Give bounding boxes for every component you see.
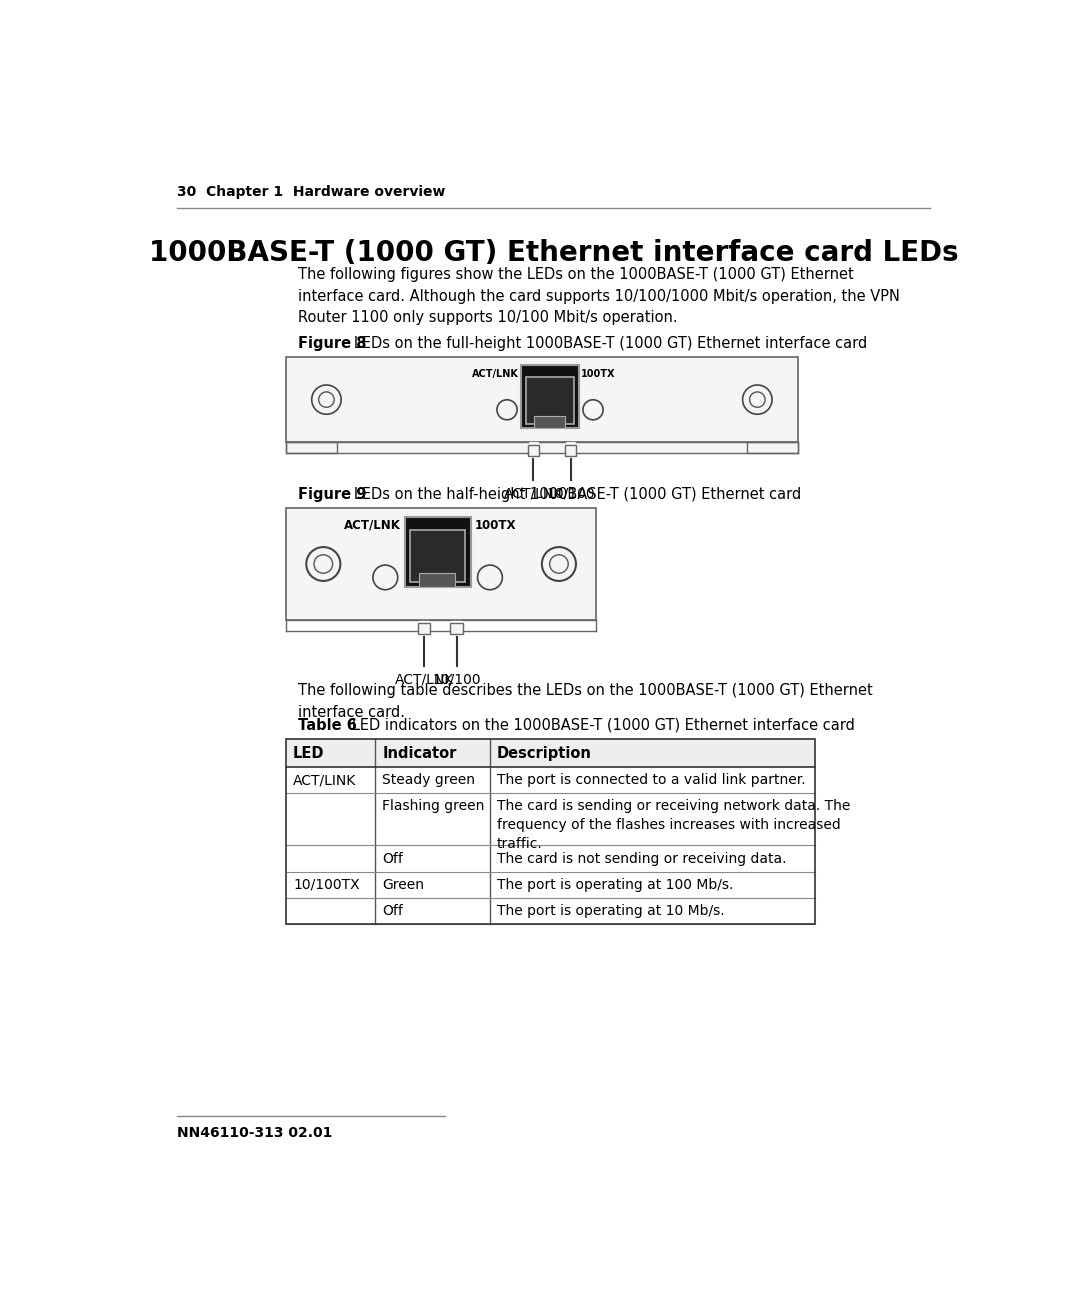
Text: Figure 9: Figure 9 [298,486,366,502]
Bar [528,445,539,456]
Text: 100TX: 100TX [581,369,616,378]
Text: Off: Off [382,851,403,866]
Circle shape [314,555,333,573]
Text: Table 6: Table 6 [298,718,356,732]
Text: Off: Off [382,905,403,918]
Text: 10/100: 10/100 [432,673,481,686]
Text: 10/100: 10/100 [546,486,595,500]
Bar [286,508,596,619]
Bar [418,623,430,634]
Bar [450,623,463,634]
Text: NN46110-313 02.01: NN46110-313 02.01 [177,1126,333,1139]
Text: The following table describes the LEDs on the 1000BASE-T (1000 GT) Ethernet
inte: The following table describes the LEDs o… [298,683,873,719]
Bar [747,442,798,452]
Text: The card is not sending or receiving data.: The card is not sending or receiving dat… [497,851,786,866]
Circle shape [497,399,517,420]
Text: 10/100TX: 10/100TX [293,877,360,892]
Text: Green: Green [382,877,424,892]
Circle shape [750,391,765,407]
Circle shape [477,565,502,590]
Bar [535,416,565,428]
Text: ACT/LINK: ACT/LINK [293,772,356,787]
Text: The following figures show the LEDs on the 1000BASE-T (1000 GT) Ethernet
interfa: The following figures show the LEDs on t… [298,267,900,325]
Circle shape [319,391,334,407]
Circle shape [307,547,340,581]
Text: 30  Chapter 1  Hardware overview: 30 Chapter 1 Hardware overview [177,185,445,198]
Text: Description: Description [497,746,592,761]
Circle shape [583,399,603,420]
Circle shape [312,385,341,415]
Bar [286,739,815,924]
Text: ACT/LNK: ACT/LNK [343,518,401,531]
Text: The port is operating at 10 Mb/s.: The port is operating at 10 Mb/s. [497,905,725,918]
Bar [521,365,579,428]
Bar [286,739,815,924]
Text: LEDs on the full-height 1000BASE-T (1000 GT) Ethernet interface card: LEDs on the full-height 1000BASE-T (1000… [340,337,867,351]
Text: LED: LED [293,746,325,761]
Text: ACT/LNK: ACT/LNK [472,369,518,378]
Text: Indicator: Indicator [382,746,457,761]
Circle shape [542,547,576,581]
Text: ACT/LNK: ACT/LNK [394,673,454,686]
Text: Figure 8: Figure 8 [298,337,366,351]
Circle shape [373,565,397,590]
Bar [405,517,471,587]
Text: ACT/LNK: ACT/LNK [503,486,563,500]
Circle shape [550,555,568,573]
Bar [526,377,575,424]
Circle shape [743,385,772,415]
Bar [286,358,798,442]
Bar [419,573,455,587]
Bar [289,442,795,452]
Text: Steady green: Steady green [382,772,475,787]
Text: The port is operating at 100 Mb/s.: The port is operating at 100 Mb/s. [497,877,733,892]
Text: The port is connected to a valid link partner.: The port is connected to a valid link pa… [497,772,806,787]
Text: LEDs on the half-height 1000BASE-T (1000 GT) Ethernet card: LEDs on the half-height 1000BASE-T (1000… [340,486,801,502]
Bar [565,445,576,456]
Bar [286,739,815,767]
Text: LED indicators on the 1000BASE-T (1000 GT) Ethernet interface card: LED indicators on the 1000BASE-T (1000 G… [338,718,855,732]
Text: 1000BASE-T (1000 GT) Ethernet interface card LEDs: 1000BASE-T (1000 GT) Ethernet interface … [149,238,958,267]
Bar [410,530,465,582]
Bar [286,442,337,452]
Text: Flashing green: Flashing green [382,800,485,814]
Text: 100TX: 100TX [474,518,516,531]
Text: The card is sending or receiving network data. The
frequency of the flashes incr: The card is sending or receiving network… [497,800,850,851]
